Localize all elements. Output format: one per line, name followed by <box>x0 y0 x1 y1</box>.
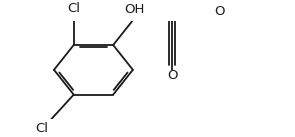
Text: Cl: Cl <box>35 122 48 135</box>
Text: Cl: Cl <box>67 2 80 15</box>
Text: O: O <box>167 69 178 82</box>
Text: OH: OH <box>124 3 145 16</box>
Text: O: O <box>214 5 224 18</box>
